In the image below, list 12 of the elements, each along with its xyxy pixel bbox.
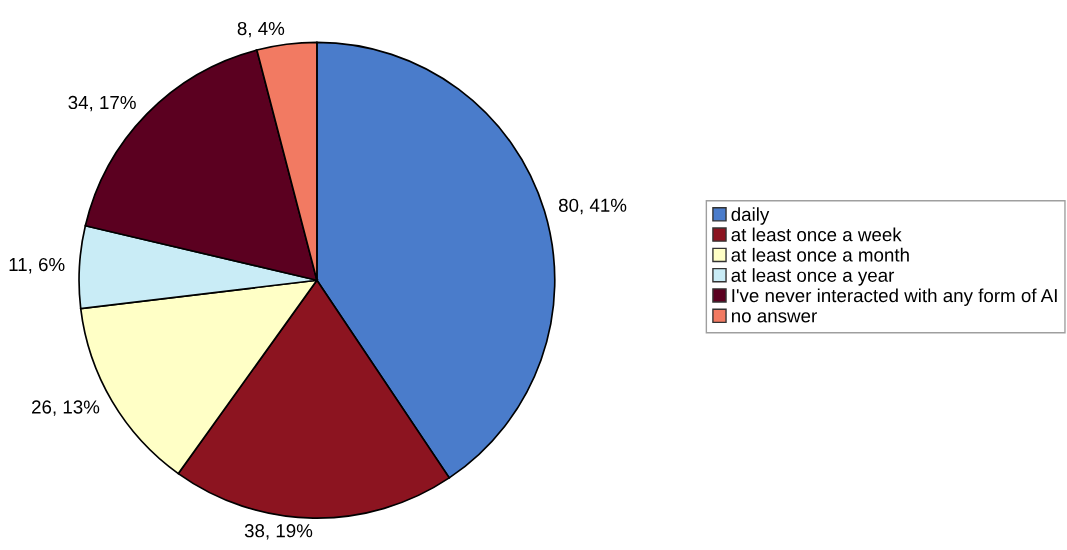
data-label: 34, 17% (68, 95, 136, 112)
legend-label: no answer (731, 312, 817, 323)
legend-label: at least once a year (731, 268, 895, 286)
data-label: 11, 6% (9, 257, 65, 274)
data-label: 8, 4% (237, 21, 285, 38)
data-label: 38, 19% (244, 524, 313, 540)
data-label: 26, 13% (32, 400, 100, 416)
legend-label: I've never interacted with any form of AI (732, 288, 1057, 306)
data-label: 80, 41% (558, 198, 627, 215)
legend-label: at least once a week (731, 227, 902, 242)
legend-label: daily (731, 207, 770, 225)
legend-label: at least once a month (731, 247, 909, 262)
